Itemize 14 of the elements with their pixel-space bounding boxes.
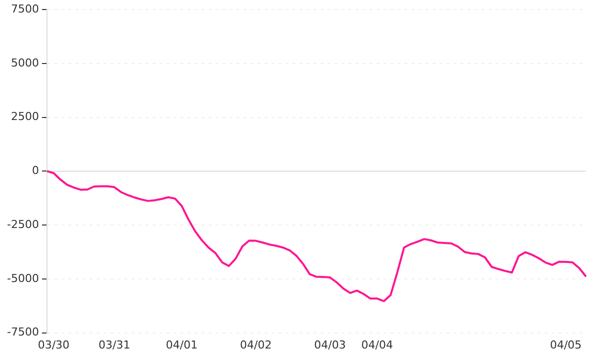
y-tick-label: 2500 [10,110,39,124]
y-tick-label: -7500 [6,326,39,339]
y-tick-label: 0 [32,164,39,178]
x-tick-label: 04/01 [166,338,198,352]
x-tick-label: 04/03 [314,338,346,352]
x-tick-label: 03/30 [38,338,70,352]
y-tick-label: -5000 [6,272,39,285]
x-tick-label: 04/04 [361,338,393,352]
x-tick-label: 04/05 [550,338,582,352]
x-tick-label: 03/31 [98,338,130,352]
y-tick-label: -2500 [6,218,39,231]
y-tick-label: 5000 [10,56,39,70]
x-tick-label: 04/02 [240,338,272,352]
y-tick-label: 7500 [10,2,39,16]
